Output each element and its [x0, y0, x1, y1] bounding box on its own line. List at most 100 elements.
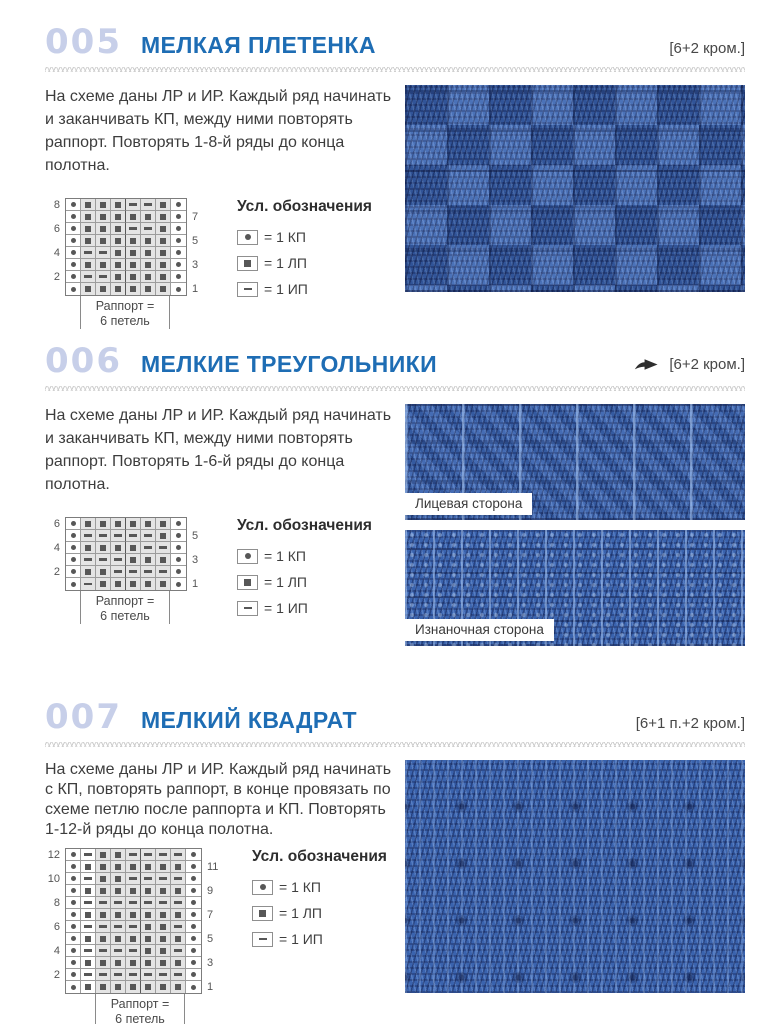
- dash-symbol: [159, 546, 167, 549]
- chart-cell: [126, 518, 141, 530]
- chart-cell: [141, 542, 156, 554]
- chart-cell: [126, 211, 141, 223]
- row-number: 10: [47, 873, 60, 885]
- chart-cell: [126, 566, 141, 578]
- chart-cell: [126, 945, 141, 957]
- square-symbol: [145, 520, 151, 527]
- square-symbol: [130, 249, 136, 256]
- knitting-chart: 8 6 4 2 7 5 3 1 Раппорт = 6 петель: [45, 198, 207, 329]
- chart-cell: [111, 849, 126, 861]
- chart-cell: [66, 518, 81, 530]
- chart-cell: [141, 969, 156, 981]
- square-symbol: [100, 261, 106, 268]
- rapport-label-line1: Раппорт =: [95, 594, 155, 608]
- chart-cell: [171, 873, 186, 885]
- chart-cell: [171, 518, 186, 530]
- square-symbol: [175, 863, 181, 870]
- square-symbol: [115, 984, 121, 990]
- chart-cell: [111, 909, 126, 921]
- chart-cell: [186, 885, 201, 897]
- chart-cell: [111, 873, 126, 885]
- chart-cell: [141, 554, 156, 566]
- chart-cell: [186, 957, 201, 969]
- dash-symbol: [174, 853, 182, 856]
- chart-cell: [66, 259, 81, 271]
- square-symbol: [160, 532, 166, 539]
- square-symbol: [115, 273, 121, 280]
- chart-cell: [111, 518, 126, 530]
- square-symbol: [244, 578, 251, 586]
- chart-cell: [171, 235, 186, 247]
- square-symbol: [100, 201, 106, 208]
- chart-cell: [171, 909, 186, 921]
- dot-symbol: [176, 202, 181, 207]
- dash-symbol: [174, 925, 182, 928]
- chart-cell: [66, 921, 81, 933]
- chart-cell: [111, 271, 126, 283]
- pattern-description: На схеме даны ЛР и ИР. Каждый ряд начина…: [45, 761, 392, 838]
- square-symbol: [115, 520, 121, 527]
- chart-row-cells: [66, 933, 201, 945]
- chart-cell: [66, 578, 81, 590]
- chart-cell: [156, 554, 171, 566]
- chart-cell: [141, 271, 156, 283]
- dash-symbol: [84, 275, 92, 278]
- legend-symbol-box: [237, 600, 258, 616]
- chart-grid-area: 6 4 2 5 3 1: [45, 517, 207, 591]
- square-symbol: [145, 273, 151, 280]
- square-symbol: [115, 213, 121, 220]
- chart-cell: [126, 554, 141, 566]
- square-symbol: [160, 581, 166, 587]
- dash-symbol: [84, 251, 92, 254]
- chart-cell: [141, 861, 156, 873]
- legend-title: Усл. обозначения: [237, 517, 372, 534]
- dot-symbol: [70, 936, 76, 941]
- square-symbol: [145, 935, 151, 942]
- square-symbol: [160, 947, 166, 954]
- chart-cell: [81, 909, 96, 921]
- chart-cell: [111, 554, 126, 566]
- chart-cell: [156, 199, 171, 211]
- chart-cell: [186, 981, 201, 993]
- chart-cell: [171, 247, 186, 259]
- chart-cell: [81, 518, 96, 530]
- chart-cell: [126, 235, 141, 247]
- chart-cell: [171, 981, 186, 993]
- chart-cell: [81, 223, 96, 235]
- dash-symbol: [258, 937, 267, 941]
- dot-symbol: [70, 533, 76, 538]
- chart-cell: [141, 578, 156, 590]
- square-symbol: [130, 887, 136, 894]
- dot-symbol: [191, 960, 196, 965]
- row-number: 8: [53, 199, 60, 211]
- dot-symbol: [70, 912, 76, 917]
- chart-cell: [141, 933, 156, 945]
- square-symbol: [100, 568, 106, 575]
- dot-symbol: [176, 226, 181, 231]
- dot-symbol: [176, 557, 181, 562]
- legend-symbol-box: [252, 931, 273, 947]
- dash-symbol: [159, 877, 167, 880]
- legend-symbol-box: [237, 229, 258, 245]
- chart-row-cells: [66, 247, 186, 259]
- square-symbol: [85, 887, 91, 894]
- dash-symbol: [144, 570, 152, 573]
- row-number: [192, 247, 207, 259]
- chart-cell: [141, 235, 156, 247]
- dot-symbol: [70, 226, 76, 231]
- square-symbol: [115, 875, 121, 882]
- chart-cell: [141, 223, 156, 235]
- chart-cell: [171, 933, 186, 945]
- chart-cell: [111, 259, 126, 271]
- chart-cell: [66, 897, 81, 909]
- square-symbol: [115, 581, 121, 587]
- chart-cell: [111, 283, 126, 295]
- chart-cell: [126, 873, 141, 885]
- section-header: 005 МЕЛКАЯ ПЛЕТЕНКА [6+2 кром.]: [45, 25, 745, 59]
- chart-row-cells: [66, 849, 201, 861]
- chart-cell: [96, 885, 111, 897]
- square-symbol: [130, 935, 136, 942]
- dot-symbol: [70, 864, 76, 869]
- chart-cell: [171, 259, 186, 271]
- square-symbol: [100, 851, 106, 858]
